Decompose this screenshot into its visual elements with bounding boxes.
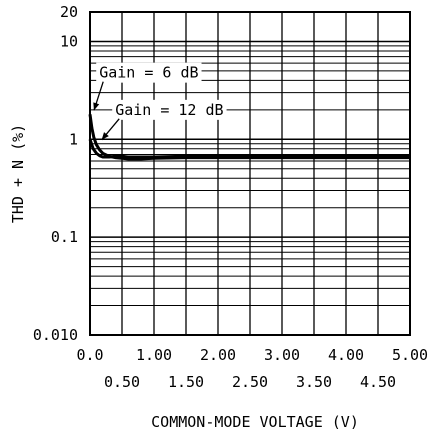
x-tick-label: 0.50 — [104, 373, 140, 391]
y-tick-label: 0.1 — [51, 228, 78, 246]
y-tick-label: 20 — [60, 3, 78, 21]
annotation-arrowhead-1 — [93, 102, 100, 111]
annotation-box-2 — [112, 99, 227, 120]
x-tick-label: 2.50 — [232, 373, 268, 391]
x-tick-label: 0.0 — [76, 346, 103, 364]
y-axis-title: THD + N (%) — [9, 124, 27, 223]
x-tick-label: 3.00 — [264, 346, 300, 364]
annotation-label-2: Gain = 12 dB — [115, 101, 223, 119]
x-tick-label: 4.50 — [360, 373, 396, 391]
x-tick-label: 4.00 — [328, 346, 364, 364]
annotation-label-1: Gain = 6 dB — [99, 64, 198, 82]
x-tick-label: 1.00 — [136, 346, 172, 364]
series-layer — [88, 114, 410, 161]
x-tick-label: 5.00 — [392, 346, 428, 364]
series-line-2 — [88, 138, 410, 159]
x-tick-label: 1.50 — [168, 373, 204, 391]
x-axis-title: COMMON-MODE VOLTAGE (V) — [151, 413, 359, 431]
y-tick-label: 10 — [60, 32, 78, 50]
y-tick-label: 0.010 — [33, 326, 78, 344]
grid — [89, 11, 411, 336]
annotation-layer: Gain = 6 dB Gain = 12 dB — [93, 62, 227, 141]
x-tick-label: 2.00 — [200, 346, 236, 364]
annotation-box-1 — [96, 62, 202, 83]
x-tick-label: 3.50 — [296, 373, 332, 391]
plot-frame — [89, 11, 411, 336]
tick-labels: 0.00.50 1.00 1.50 2.00 2.50 3.00 3.50 4.00 4.50 5… — [33, 3, 428, 391]
y-tick-label: 1 — [69, 130, 78, 148]
annotation-arrowhead-2 — [101, 132, 109, 140]
